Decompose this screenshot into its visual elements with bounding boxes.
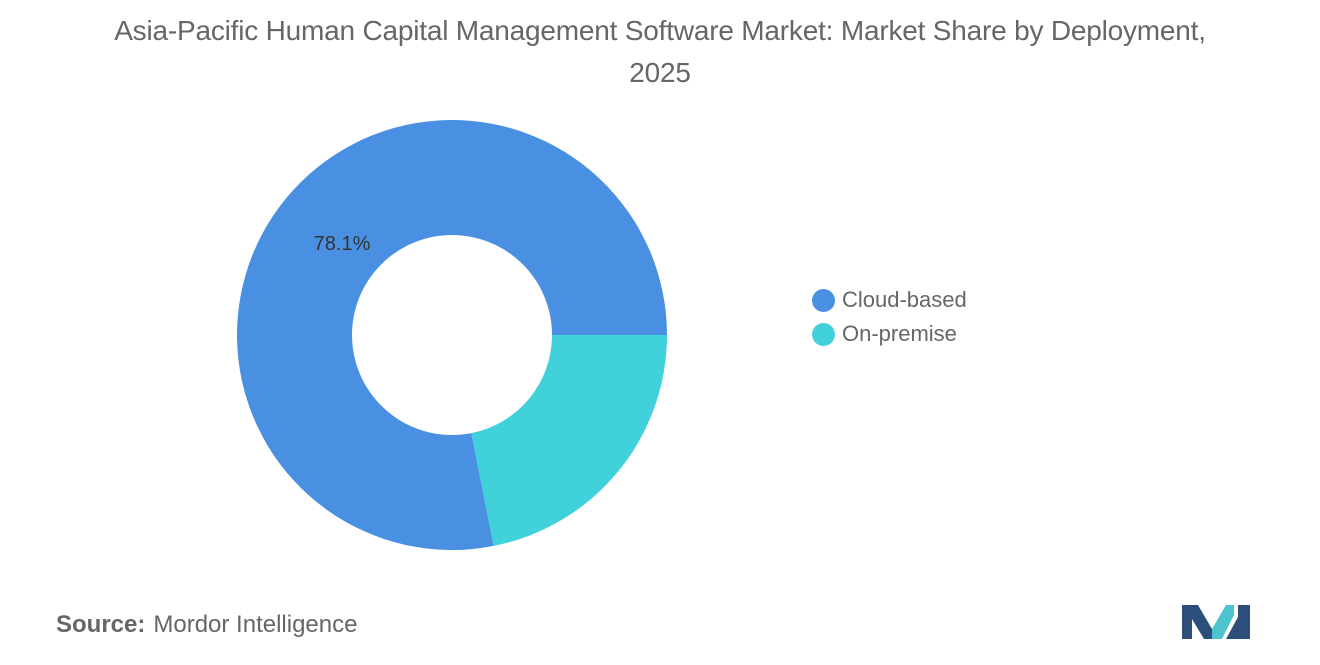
legend-item-cloud-based[interactable]: Cloud-based bbox=[812, 283, 967, 317]
source-note: Source: Mordor Intelligence bbox=[56, 611, 357, 639]
logo-shape-left bbox=[1182, 605, 1212, 639]
logo-shape-middle bbox=[1212, 605, 1234, 639]
slice-on-premise[interactable] bbox=[471, 335, 667, 546]
source-label: Source: bbox=[56, 611, 146, 638]
legend: Cloud-based On-premise bbox=[812, 283, 967, 351]
slice-cloud-based[interactable] bbox=[237, 119, 668, 550]
data-label-cloud-based: 78.1% bbox=[314, 233, 371, 255]
logo-shape-right bbox=[1226, 605, 1250, 639]
chart-title: Asia-Pacific Human Capital Management So… bbox=[114, 15, 1206, 88]
legend-item-on-premise[interactable]: On-premise bbox=[812, 317, 967, 351]
source-text: Mordor Intelligence bbox=[153, 611, 358, 638]
legend-label-cloud-based: Cloud-based bbox=[842, 287, 967, 312]
legend-swatch-on-premise bbox=[812, 322, 835, 346]
legend-label-on-premise: On-premise bbox=[842, 321, 957, 346]
legend-swatch-cloud-based bbox=[812, 288, 835, 312]
mordor-intelligence-logo-icon bbox=[1182, 605, 1250, 639]
